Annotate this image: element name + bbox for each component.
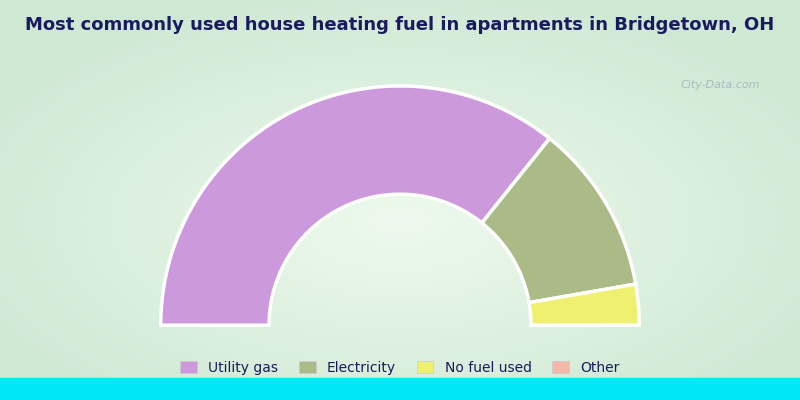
Bar: [0, 378, 800, 400]
Polygon shape: [529, 284, 639, 325]
Legend: Utility gas, Electricity, No fuel used, Other: Utility gas, Electricity, No fuel used, …: [175, 356, 625, 380]
Polygon shape: [161, 86, 550, 325]
Polygon shape: [482, 138, 636, 303]
Text: City-Data.com: City-Data.com: [681, 80, 760, 90]
Text: Most commonly used house heating fuel in apartments in Bridgetown, OH: Most commonly used house heating fuel in…: [26, 16, 774, 34]
